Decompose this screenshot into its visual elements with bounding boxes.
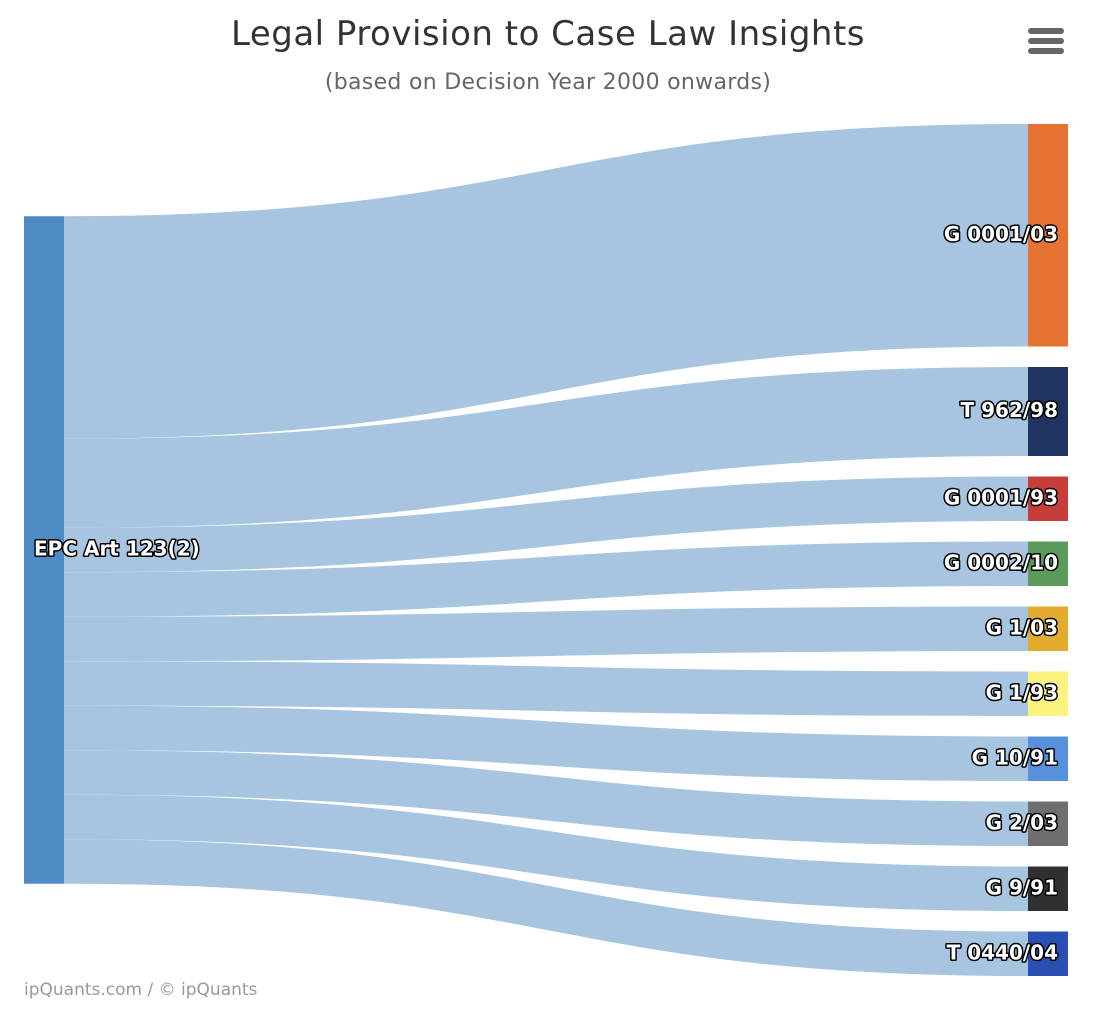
target-node[interactable]	[1028, 736, 1068, 782]
sankey-link[interactable]	[64, 541, 1028, 617]
target-node[interactable]	[1028, 931, 1068, 977]
source-node-label: EPC Art 123(2)	[34, 537, 200, 561]
chart-subtitle: (based on Decision Year 2000 onwards)	[324, 70, 772, 95]
target-node[interactable]	[1028, 801, 1068, 847]
sankey-link[interactable]	[64, 661, 1028, 716]
menu-bar	[1028, 28, 1064, 34]
sankey-links	[64, 124, 1028, 976]
sankey-link[interactable]	[64, 367, 1028, 528]
target-node[interactable]	[1028, 671, 1068, 717]
target-node[interactable]	[1028, 476, 1068, 522]
target-node[interactable]	[1028, 541, 1068, 587]
target-node-label: G 1/93	[986, 680, 1058, 704]
chart-title: Legal Provision to Case Law Insights	[230, 14, 866, 54]
target-node-label: G 2/03	[986, 810, 1058, 834]
hamburger-menu-icon[interactable]	[1024, 28, 1068, 62]
sankey-link[interactable]	[64, 124, 1028, 439]
sankey-labels: EPC Art 123(2) G 0001/03 T 962/98 G 0001/93…	[33, 220, 1060, 966]
target-node[interactable]	[1028, 367, 1068, 456]
sankey-link[interactable]	[64, 705, 1028, 781]
target-node-label: G 10/91	[972, 745, 1058, 769]
target-node[interactable]	[1028, 124, 1068, 347]
target-node[interactable]	[1028, 606, 1068, 652]
sankey-link[interactable]	[64, 606, 1028, 662]
menu-bar	[1028, 48, 1064, 54]
target-node-label: G 0001/03	[944, 222, 1058, 246]
target-node[interactable]	[1028, 866, 1068, 912]
credits-link[interactable]: ipQuants.com / © ipQuants	[24, 980, 258, 1000]
target-node-label: G 1/03	[986, 615, 1058, 639]
sankey-link[interactable]	[64, 839, 1028, 976]
menu-bar	[1028, 38, 1064, 44]
target-node-label: G 0001/93	[944, 485, 1058, 509]
sankey-link[interactable]	[64, 750, 1028, 846]
sankey-nodes	[24, 124, 1068, 976]
sankey-link[interactable]	[64, 794, 1028, 911]
source-node[interactable]	[24, 216, 64, 884]
target-node-label: T 0440/04	[947, 940, 1058, 964]
sankey-link[interactable]	[64, 476, 1028, 573]
target-node-label: T 962/98	[961, 398, 1059, 422]
target-node-label: G 0002/10	[944, 550, 1058, 574]
target-node-label: G 9/91	[986, 875, 1058, 899]
